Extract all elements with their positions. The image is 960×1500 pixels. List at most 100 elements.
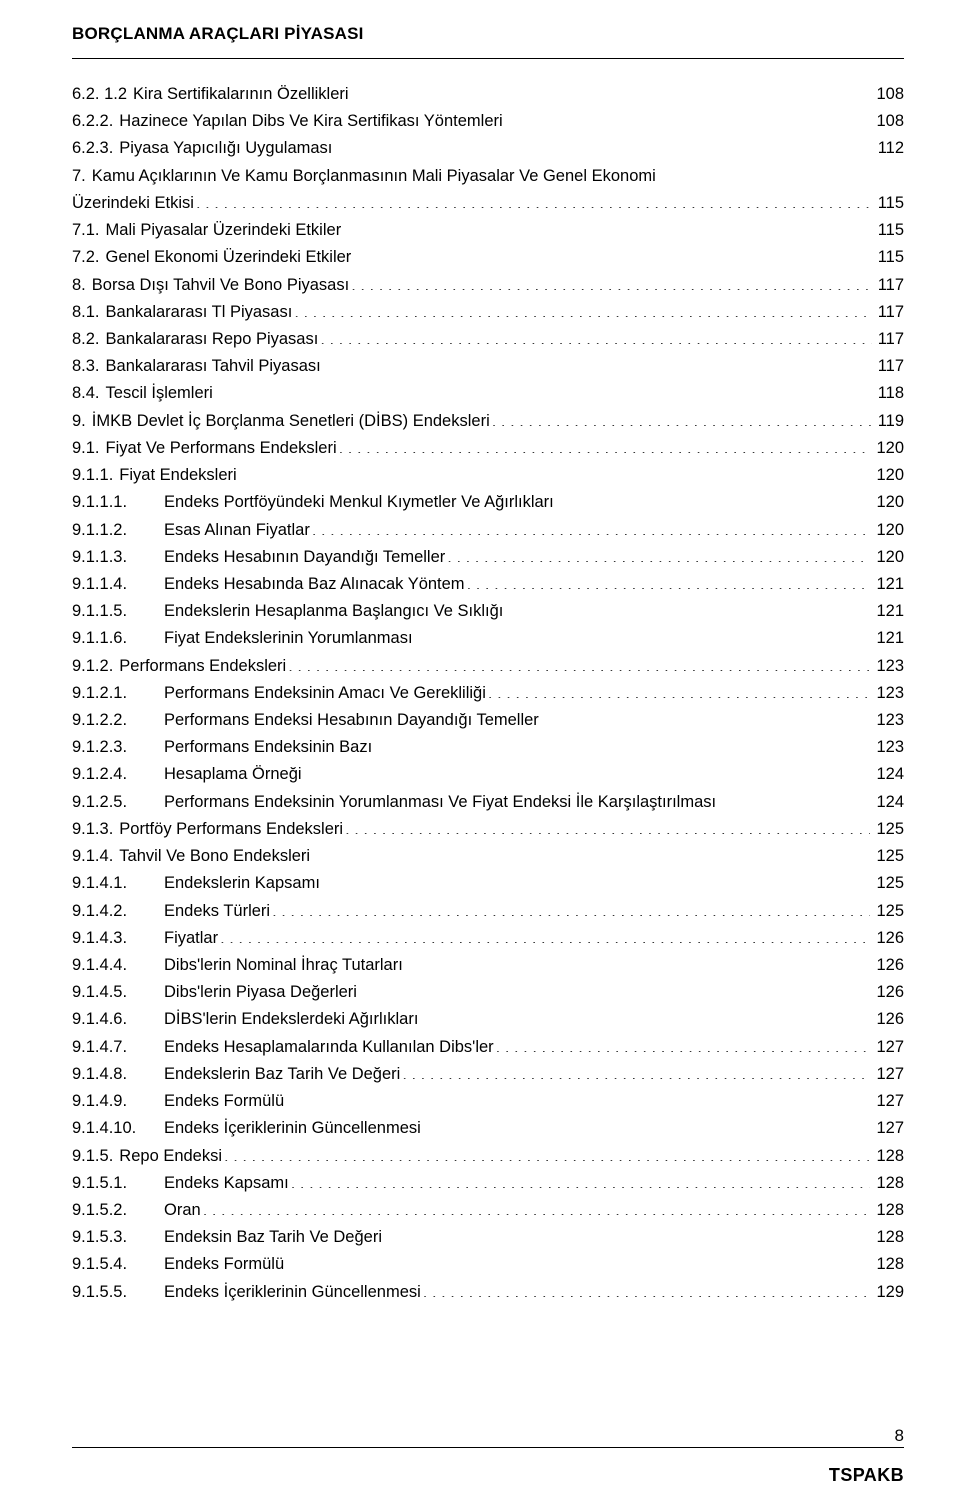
toc-leader (556, 491, 871, 508)
toc-title: Endeks Formülü (164, 1088, 286, 1115)
toc-entry: 6.2.3. Piyasa Yapıcılığı Uygulaması112 (72, 135, 904, 162)
toc-title: Endeks Portföyündeki Menkul Kıymetler Ve… (164, 489, 556, 516)
toc-title: Endeksin Baz Tarih Ve Değeri (164, 1224, 384, 1251)
toc-entry: 9.1.1.6.Fiyat Endekslerinin Yorumlanması… (72, 625, 904, 652)
toc-entry: 9.1.4.5.Dibs'lerin Piyasa Değerleri126 (72, 979, 904, 1006)
toc-leader (374, 736, 870, 753)
toc-leader (291, 1171, 871, 1188)
toc-entry: 8.4. Tescil İşlemleri118 (72, 380, 904, 407)
toc-page: 127 (870, 1034, 904, 1061)
toc-page: 115 (872, 244, 904, 271)
toc-page: 128 (870, 1251, 904, 1278)
toc-leader (322, 872, 871, 889)
toc-title: Performans Endeksleri (119, 653, 288, 680)
toc-title: Endeks Hesabında Baz Alınacak Yöntem (164, 571, 467, 598)
toc-title: Performans Endeksinin Bazı (164, 734, 374, 761)
toc-page: 121 (870, 598, 904, 625)
toc-page: 129 (870, 1279, 904, 1306)
toc-number: 8.1. (72, 299, 106, 326)
toc-page: 117 (872, 326, 904, 353)
toc-title: Tahvil Ve Bono Endeksleri (119, 843, 312, 870)
toc-number: 9.1.4.5. (72, 979, 164, 1006)
toc-entry: 9.1.2.5.Performans Endeksinin Yorumlanma… (72, 789, 904, 816)
toc-entry: 9.1.4. Tahvil Ve Bono Endeksleri125 (72, 843, 904, 870)
toc-title: Endeks Formülü (164, 1251, 286, 1278)
toc-title: Hazinece Yapılan Dibs Ve Kira Sertifikas… (119, 108, 504, 135)
toc-title: DİBS'lerin Endekslerdeki Ağırlıkları (164, 1006, 420, 1033)
toc-page: 126 (870, 1006, 904, 1033)
toc-leader (323, 355, 872, 372)
toc-entry: 9.1.4.8.Endekslerin Baz Tarih Ve Değeri1… (72, 1061, 904, 1088)
toc-entry: 9.1.4.2.Endeks Türleri125 (72, 898, 904, 925)
toc-title: Fiyatlar (164, 925, 220, 952)
toc-title: Endekslerin Baz Tarih Ve Değeri (164, 1061, 402, 1088)
toc-number: 8.2. (72, 326, 106, 353)
toc-number: 9.1.5.5. (72, 1279, 164, 1306)
toc-entry-continuation: Üzerindeki Etkisi115 (72, 190, 904, 217)
toc-number: 9.1.5.4. (72, 1251, 164, 1278)
toc-title: Kamu Açıklarının Ve Kamu Borçlanmasının … (92, 163, 658, 190)
toc-entry: 9.1.4.6.DİBS'lerin Endekslerdeki Ağırlık… (72, 1006, 904, 1033)
toc-number: 9.1.2.5. (72, 789, 164, 816)
toc-page: 123 (870, 734, 904, 761)
footer-organization: TSPAKB (829, 1465, 904, 1486)
toc-title: Kira Sertifikalarının Özellikleri (133, 81, 350, 108)
toc-title: Bankalararası Tahvil Piyasası (106, 353, 323, 380)
toc-leader (405, 954, 871, 971)
toc-entry: 9.1.2. Performans Endeksleri123 (72, 653, 904, 680)
toc-entry: 9.1.2.3.Performans Endeksinin Bazı 123 (72, 734, 904, 761)
toc-page: 128 (870, 1170, 904, 1197)
toc-leader (286, 1253, 870, 1270)
toc-title: Performans Endeksinin Yorumlanması Ve Fi… (164, 789, 870, 816)
toc-title: Endekslerin Hesaplanma Başlangıcı Ve Sık… (164, 598, 505, 625)
toc-leader (384, 1226, 870, 1243)
toc-page: 108 (870, 81, 904, 108)
toc-title: Endeks Kapsamı (164, 1170, 291, 1197)
toc-number: 7.1. (72, 217, 106, 244)
toc-leader (272, 899, 870, 916)
toc-number: 9.1.5. (72, 1143, 119, 1170)
toc-entry: 9.1.4.1.Endekslerin Kapsamı125 (72, 870, 904, 897)
toc-entry: 8.1. Bankalararası Tl Piyasası117 (72, 299, 904, 326)
toc-page: 126 (870, 925, 904, 952)
toc-entry: 8. Borsa Dışı Tahvil Ve Bono Piyasası117 (72, 272, 904, 299)
toc-page: 125 (870, 816, 904, 843)
toc-number: 9.1.2.3. (72, 734, 164, 761)
toc-leader (220, 926, 870, 943)
toc-page: 117 (872, 272, 904, 299)
toc-leader (423, 1117, 871, 1134)
toc-entry: 9.1.4.4.Dibs'lerin Nominal İhraç Tutarla… (72, 952, 904, 979)
toc-leader (353, 246, 871, 263)
toc-entry: 9.1.1.1.Endeks Portföyündeki Menkul Kıym… (72, 489, 904, 516)
toc-number: 6.2.3. (72, 135, 119, 162)
toc-leader (343, 219, 871, 236)
toc-leader (294, 300, 871, 317)
toc-number: 7. (72, 163, 92, 190)
toc-page: 115 (872, 217, 904, 244)
toc-page: 125 (870, 898, 904, 925)
toc-title: Mali Piyasalar Üzerindeki Etkiler (106, 217, 344, 244)
toc-leader (286, 1090, 870, 1107)
toc-number: 9.1.5.1. (72, 1170, 164, 1197)
toc-title: Bankalararası Repo Piyasası (106, 326, 321, 353)
toc-page: 123 (870, 680, 904, 707)
toc-title: Fiyat Endekslerinin Yorumlanması (164, 625, 415, 652)
toc-leader (447, 545, 870, 562)
toc-title: Fiyat Ve Performans Endeksleri (106, 435, 339, 462)
toc-page: 125 (870, 870, 904, 897)
toc-entry: 9.1.4.9.Endeks Formülü127 (72, 1088, 904, 1115)
toc-title: Performans Endeksinin Amacı Ve Gereklili… (164, 680, 488, 707)
toc-page: 118 (872, 380, 904, 407)
toc-page: 117 (872, 353, 904, 380)
toc-page: 120 (870, 517, 904, 544)
toc-number: 9.1.1.2. (72, 517, 164, 544)
toc-page: 120 (870, 435, 904, 462)
toc-leader (505, 600, 870, 617)
toc-number: 6.2.2. (72, 108, 119, 135)
toc-title: Bankalararası Tl Piyasası (106, 299, 295, 326)
toc-entry: 9.1.2.2.Performans Endeksi Hesabının Day… (72, 707, 904, 734)
toc-leader (312, 518, 871, 535)
toc-entry: 9.1.1. Fiyat Endeksleri120 (72, 462, 904, 489)
toc-number: 9.1.4.2. (72, 898, 164, 925)
toc-entry: 9.1.4.7.Endeks Hesaplamalarında Kullanıl… (72, 1034, 904, 1061)
